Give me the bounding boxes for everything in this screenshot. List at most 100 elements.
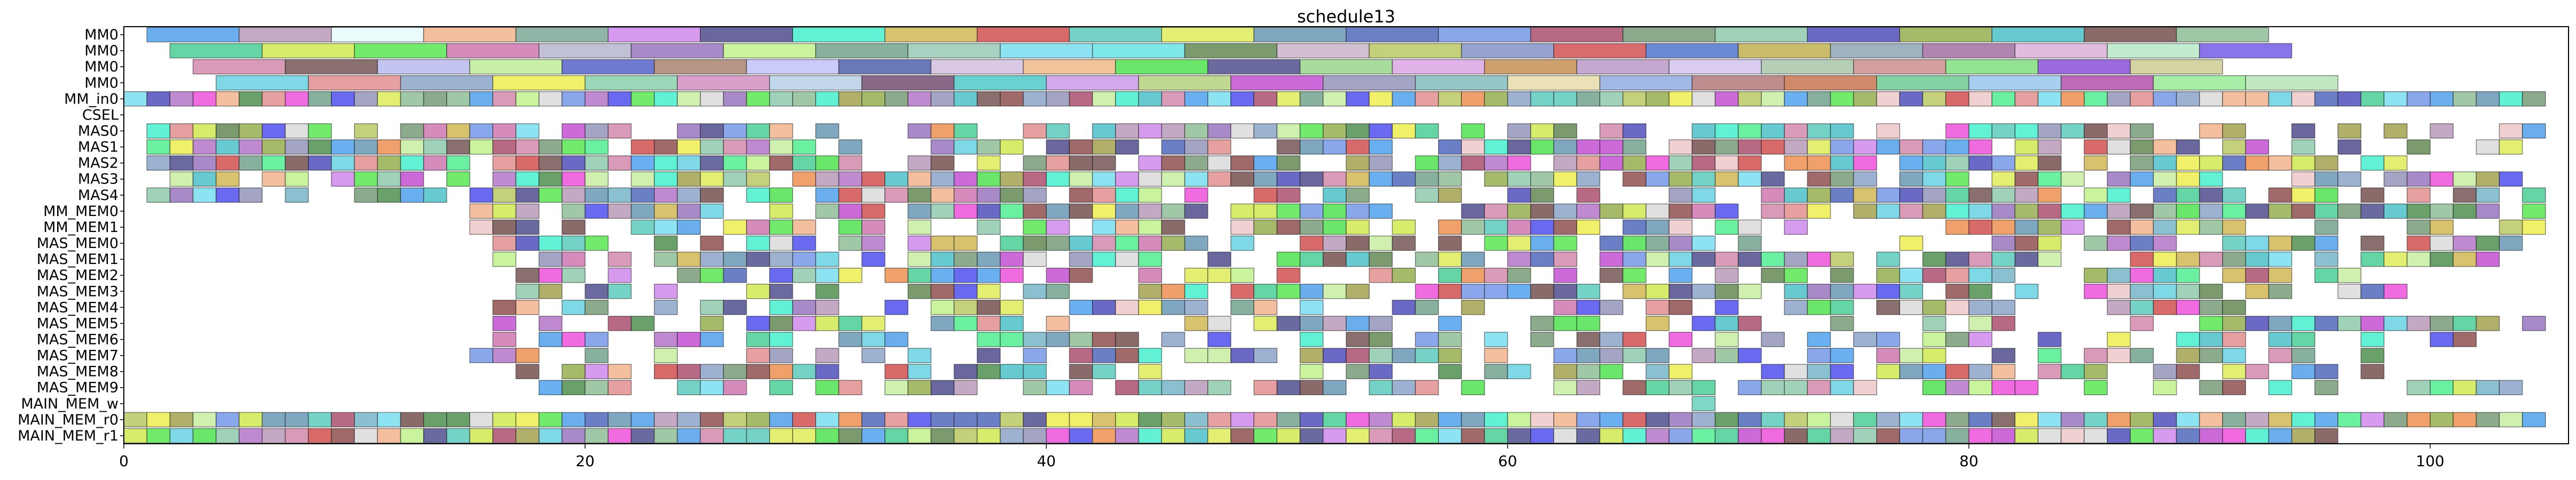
schedule-bar — [1599, 348, 1624, 363]
schedule-bar — [1576, 59, 1670, 75]
schedule-bar — [1346, 412, 1370, 428]
schedule-bar — [2499, 235, 2523, 251]
schedule-bar — [1599, 412, 1624, 428]
schedule-bar — [700, 300, 724, 315]
schedule-bar — [1876, 203, 1900, 219]
schedule-bar — [1876, 75, 1970, 91]
schedule-bar — [538, 412, 563, 428]
schedule-bar — [2199, 316, 2223, 331]
schedule-bar — [677, 428, 701, 444]
schedule-bar — [1807, 139, 1831, 155]
schedule-bar — [169, 428, 194, 444]
schedule-bar — [1530, 171, 1554, 187]
schedule-bar — [216, 123, 240, 139]
schedule-bar — [2245, 203, 2270, 219]
schedule-bar — [492, 75, 586, 91]
schedule-bar — [239, 123, 263, 139]
schedule-bar — [907, 283, 932, 299]
schedule-bar — [584, 171, 609, 187]
schedule-bar — [1000, 267, 1024, 283]
schedule-bar — [354, 171, 378, 187]
schedule-bar — [861, 428, 886, 444]
schedule-bar — [2383, 91, 2408, 107]
schedule-bar — [1484, 283, 1508, 299]
schedule-bar — [2222, 219, 2246, 235]
schedule-bar — [1945, 364, 1970, 379]
schedule-bar — [1968, 187, 1993, 203]
schedule-bar — [1369, 171, 1393, 187]
schedule-bar — [1576, 412, 1601, 428]
schedule-bar — [907, 203, 932, 219]
schedule-bar — [2406, 219, 2431, 235]
schedule-bar — [1622, 348, 1647, 363]
schedule-bar — [1184, 155, 1208, 171]
schedule-bar — [469, 123, 494, 139]
y-tick-label: MAS_MEM3 — [37, 283, 118, 300]
schedule-bar — [377, 428, 401, 444]
schedule-bar — [1069, 171, 1093, 187]
schedule-bar — [1461, 139, 1485, 155]
schedule-bar — [2291, 332, 2316, 347]
schedule-bar — [838, 235, 863, 251]
schedule-bar — [1645, 428, 1670, 444]
schedule-bar — [884, 27, 978, 43]
schedule-bar — [1069, 300, 1093, 315]
schedule-bar — [423, 123, 447, 139]
schedule-bar — [2014, 139, 2038, 155]
schedule-bar — [1968, 123, 1993, 139]
schedule-bar — [492, 332, 517, 347]
schedule-bar — [1207, 91, 1231, 107]
schedule-bar — [769, 219, 793, 235]
schedule-bar — [1669, 251, 1693, 267]
schedule-bar — [746, 251, 770, 267]
schedule-bar — [192, 91, 217, 107]
schedule-bar — [1553, 267, 1577, 283]
schedule-bar — [746, 139, 770, 155]
schedule-bar — [1438, 187, 1462, 203]
schedule-bar — [1369, 332, 1393, 347]
schedule-bar — [1599, 203, 1624, 219]
schedule-bar — [492, 139, 517, 155]
schedule-bar — [2037, 123, 2062, 139]
schedule-bar — [1299, 139, 1324, 155]
schedule-bar — [1945, 283, 1970, 299]
schedule-bar — [1299, 316, 1324, 331]
schedule-bar — [1992, 428, 2016, 444]
schedule-bar — [1553, 428, 1577, 444]
schedule-bar — [838, 267, 863, 283]
schedule-bar — [723, 219, 747, 235]
schedule-bar — [492, 219, 517, 235]
schedule-bar — [1046, 428, 1070, 444]
schedule-bar — [2383, 155, 2408, 171]
schedule-bar — [2060, 203, 2085, 219]
schedule-bar — [492, 123, 517, 139]
schedule-bar — [1346, 27, 1439, 43]
schedule-bar — [861, 332, 886, 347]
schedule-bar — [2199, 171, 2223, 187]
schedule-bar — [1346, 251, 1370, 267]
x-tick-label: 100 — [2416, 452, 2444, 470]
schedule-bar — [677, 187, 701, 203]
schedule-bar — [1161, 123, 1186, 139]
schedule-bar — [446, 91, 470, 107]
schedule-bar — [2268, 267, 2293, 283]
schedule-bar — [423, 187, 447, 203]
schedule-bar — [630, 155, 655, 171]
schedule-bar — [1438, 267, 1462, 283]
schedule-bar — [2037, 348, 2062, 363]
schedule-bar — [746, 155, 770, 171]
schedule-bar — [769, 412, 793, 428]
schedule-bar — [1622, 139, 1647, 155]
schedule-bar — [1253, 155, 1278, 171]
schedule-bar — [1184, 380, 1208, 396]
schedule-bar — [285, 123, 309, 139]
schedule-bar — [1645, 283, 1670, 299]
schedule-bar — [654, 364, 678, 379]
schedule-bar — [1830, 283, 1854, 299]
schedule-bar — [192, 412, 217, 428]
schedule-bar — [1069, 267, 1093, 283]
schedule-bar — [2476, 171, 2500, 187]
schedule-bar — [884, 364, 908, 379]
schedule-bar — [1161, 428, 1186, 444]
schedule-bar — [930, 187, 955, 203]
